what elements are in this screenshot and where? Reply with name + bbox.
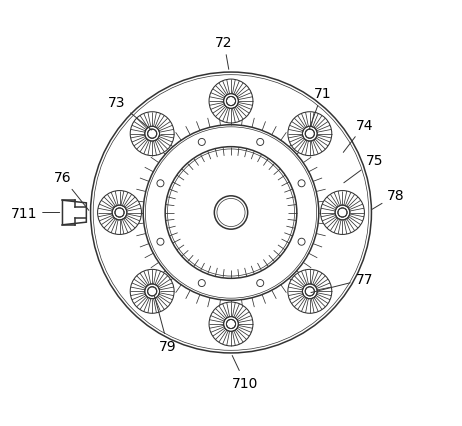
Circle shape bbox=[97, 191, 141, 235]
Text: 71: 71 bbox=[309, 87, 331, 130]
Text: 72: 72 bbox=[215, 36, 233, 70]
Circle shape bbox=[115, 208, 124, 218]
Circle shape bbox=[305, 130, 315, 139]
Text: 77: 77 bbox=[311, 273, 373, 293]
Circle shape bbox=[147, 287, 157, 296]
Circle shape bbox=[209, 80, 253, 124]
Text: 75: 75 bbox=[344, 153, 384, 183]
Circle shape bbox=[224, 95, 238, 109]
Circle shape bbox=[112, 206, 127, 220]
Circle shape bbox=[321, 191, 365, 235]
Circle shape bbox=[145, 284, 159, 299]
Text: 76: 76 bbox=[54, 171, 89, 211]
Circle shape bbox=[209, 302, 253, 346]
Polygon shape bbox=[62, 201, 86, 225]
Circle shape bbox=[288, 270, 332, 314]
Circle shape bbox=[130, 270, 174, 314]
Circle shape bbox=[226, 97, 236, 106]
Circle shape bbox=[338, 208, 347, 218]
Circle shape bbox=[303, 284, 317, 299]
Text: 711: 711 bbox=[11, 206, 60, 220]
Circle shape bbox=[288, 112, 332, 156]
Text: 74: 74 bbox=[343, 118, 373, 153]
Circle shape bbox=[335, 206, 350, 220]
Circle shape bbox=[305, 287, 315, 296]
Circle shape bbox=[147, 130, 157, 139]
Text: 710: 710 bbox=[232, 356, 258, 390]
Text: 79: 79 bbox=[154, 296, 176, 353]
Text: 78: 78 bbox=[372, 188, 405, 210]
Text: 73: 73 bbox=[108, 96, 152, 131]
Circle shape bbox=[226, 320, 236, 329]
Circle shape bbox=[224, 317, 238, 331]
Circle shape bbox=[130, 112, 174, 156]
Circle shape bbox=[145, 127, 159, 142]
Circle shape bbox=[303, 127, 317, 142]
